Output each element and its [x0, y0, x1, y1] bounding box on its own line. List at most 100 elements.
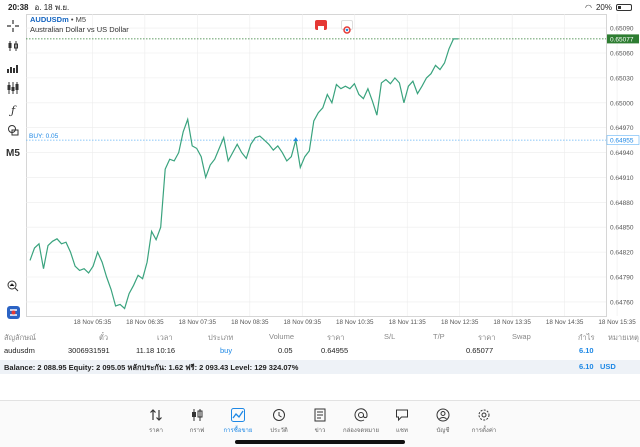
row-time: 11.18 10:16: [136, 346, 176, 355]
nav-account[interactable]: บัญชี: [423, 407, 463, 435]
y-tick-label: 0.64850: [610, 225, 634, 232]
col-profit: กำไร: [578, 333, 595, 342]
col-ticket: ตั๋ว: [99, 333, 109, 342]
candles-icon: [177, 407, 217, 423]
nav-history[interactable]: ประวัติ: [259, 407, 299, 435]
x-tick-label: 18 Nov 06:35: [126, 319, 164, 326]
balance-currency: USD: [600, 362, 616, 371]
y-tick-label: 0.65000: [610, 100, 634, 107]
app-logo-icon[interactable]: [5, 304, 21, 320]
chat-icon: [382, 407, 422, 423]
y-tick-label: 0.65030: [610, 75, 634, 82]
y-tick-label: 0.64970: [610, 125, 634, 132]
indicators-icon[interactable]: [5, 38, 21, 54]
y-tick-label: 0.64820: [610, 250, 634, 257]
symbol-description: Australian Dollar vs US Dollar: [30, 25, 129, 34]
row-ticket: 3006931591: [68, 346, 110, 355]
col-volume: Volume: [269, 332, 295, 341]
zoom-icon[interactable]: [5, 278, 21, 294]
y-tick-label: 0.65090: [610, 26, 634, 33]
row-symbol: audusdm: [4, 346, 35, 355]
nav-chat[interactable]: แชท: [382, 407, 422, 435]
settings-icon: [464, 407, 504, 423]
news-icon: [300, 407, 340, 423]
history-icon: [259, 407, 299, 423]
buy-position-label: BUY: 0.05: [29, 133, 59, 140]
trade-chart-icon: [218, 407, 258, 423]
price-series-line: [29, 38, 458, 310]
timeframe-button[interactable]: M5: [6, 147, 20, 159]
sell-chip-icon[interactable]: [315, 20, 327, 30]
y-tick-label: 0.65060: [610, 50, 634, 57]
price-chart[interactable]: 0.65090 0.65060 0.65030 0.65000 0.64970 0.649…: [26, 14, 640, 330]
home-indicator[interactable]: [235, 440, 405, 444]
col-symbol: สัญลักษณ์: [4, 333, 37, 342]
col-sl: S/L: [384, 332, 396, 341]
col-tp: T/P: [433, 332, 445, 341]
x-tick-label: 18 Nov 08:35: [231, 319, 269, 326]
objects-icon[interactable]: [5, 122, 21, 138]
nav-settings[interactable]: การตั้งค่า: [464, 407, 504, 435]
balance-row: Balance: 2 088.95 Equity: 2 095.05 หลักป…: [0, 360, 640, 374]
battery-percent: 20%: [595, 2, 612, 12]
wifi-icon: ◠: [585, 2, 592, 12]
entry-marker: [293, 137, 299, 142]
x-tick-label: 18 Nov 13:35: [493, 319, 531, 326]
nav-mailbox[interactable]: กล่องจดหมาย: [341, 407, 381, 435]
crosshair-icon[interactable]: [5, 18, 21, 34]
x-tick-label: 18 Nov 11:35: [389, 319, 426, 326]
row-type: buy: [220, 346, 233, 355]
col-comment: หมายเหตุ: [608, 333, 639, 342]
nav-trade[interactable]: การซื้อขาย: [218, 407, 258, 435]
symbol-header: AUDUSDm • M5 Australian Dollar vs US Dol…: [30, 15, 129, 34]
positions-header: สัญลักษณ์ ตั๋ว เวลา ประเภท Volume ราคา S…: [0, 330, 640, 343]
y-tick-label: 0.64760: [610, 299, 634, 306]
x-tick-label: 18 Nov 14:35: [546, 319, 584, 326]
bid-price-tag: [607, 34, 639, 44]
col-type: ประเภท: [208, 333, 234, 342]
chart-toolbar: ƒ M5: [0, 14, 26, 334]
symbol-timeframe: M5: [75, 15, 86, 24]
balance-summary: Balance: 2 088.95 Equity: 2 095.05 หลักป…: [4, 363, 299, 372]
x-tick-label: 18 Nov 07:35: [179, 319, 217, 326]
row-profit: 6.10: [579, 346, 594, 355]
bid-price-label: 0.65077: [610, 36, 634, 43]
plot-frame: [26, 14, 607, 317]
candles-type-icon[interactable]: [5, 80, 21, 96]
col-current-price: ราคา: [478, 333, 496, 342]
balance-profit: 6.10: [579, 362, 594, 371]
position-row[interactable]: audusdm 3006931591 11.18 10:16 buy 0.05 …: [0, 344, 640, 358]
bar-chart-icon[interactable]: [5, 60, 21, 76]
x-tick-label: 18 Nov 09:35: [284, 319, 322, 326]
col-swap: Swap: [512, 332, 531, 341]
chart-svg[interactable]: 0.65090 0.65060 0.65030 0.65000 0.64970 0.649…: [26, 14, 640, 330]
mailbox-icon: [341, 407, 381, 423]
row-current-price: 0.65077: [466, 346, 494, 355]
buy-price-tag: [606, 135, 640, 145]
status-date: อ. 18 พ.ย.: [34, 2, 70, 12]
row-price: 0.64955: [321, 346, 349, 355]
buy-price-label: 0.64955: [610, 138, 634, 145]
nav-charts[interactable]: กราฟ: [177, 407, 217, 435]
x-tick-label: 18 Nov 10:35: [336, 319, 374, 326]
col-time: เวลา: [157, 333, 173, 342]
symbol-name: AUDUSDm: [30, 15, 69, 24]
status-bar: 20:38 อ. 18 พ.ย. ◠ 20%: [0, 0, 640, 14]
function-icon[interactable]: ƒ: [10, 103, 16, 117]
bottom-nav: ราคา กราฟ การซื้อขาย ประวัติ ข่าว กล่องจ…: [0, 400, 640, 447]
row-volume: 0.05: [278, 346, 293, 355]
one-click-icon[interactable]: [341, 20, 353, 34]
arrows-updown-icon: [136, 407, 176, 423]
x-tick-label: 18 Nov 12:35: [441, 319, 479, 326]
battery-icon: [616, 3, 632, 11]
y-tick-label: 0.64940: [610, 150, 634, 157]
x-tick-label: 18 Nov 05:35: [74, 319, 112, 326]
y-tick-label: 0.64880: [610, 200, 634, 207]
account-icon: [423, 407, 463, 423]
y-tick-label: 0.64790: [610, 275, 634, 282]
nav-news[interactable]: ข่าว: [300, 407, 340, 435]
status-time: 20:38: [8, 2, 29, 12]
col-price: ราคา: [327, 333, 345, 342]
nav-quotes[interactable]: ราคา: [136, 407, 176, 435]
y-tick-label: 0.64910: [610, 175, 634, 182]
